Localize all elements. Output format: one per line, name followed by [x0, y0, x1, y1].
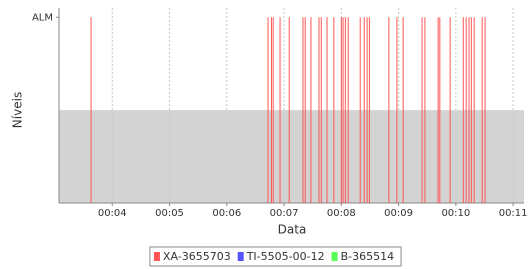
shaded-range: [59, 110, 524, 203]
x-tick-label: 00:08: [327, 208, 356, 219]
legend: XA-3655703 TI-5505-00-12 B-365514: [149, 246, 402, 267]
legend-swatch: [237, 252, 244, 261]
legend-swatch: [153, 252, 160, 261]
x-tick-label: 00:07: [270, 208, 299, 219]
x-tick-label: 00:06: [212, 208, 241, 219]
x-tick-label: 00:11: [499, 208, 528, 219]
x-tick-label: 00:09: [384, 208, 413, 219]
x-tick-label: 00:04: [98, 208, 127, 219]
legend-box: [149, 246, 402, 267]
legend-label: B-365514: [341, 250, 395, 263]
x-axis-label: Data: [278, 223, 307, 237]
x-tick-label: 00:10: [441, 208, 470, 219]
y-axis-label: Níveis: [11, 92, 25, 128]
y-tick-label: ALM: [32, 12, 53, 23]
legend-swatch: [331, 252, 338, 261]
legend-label: TI-5505-00-12: [246, 250, 325, 263]
legend-label: XA-3655703: [163, 250, 231, 263]
x-tick-label: 00:05: [155, 208, 184, 219]
